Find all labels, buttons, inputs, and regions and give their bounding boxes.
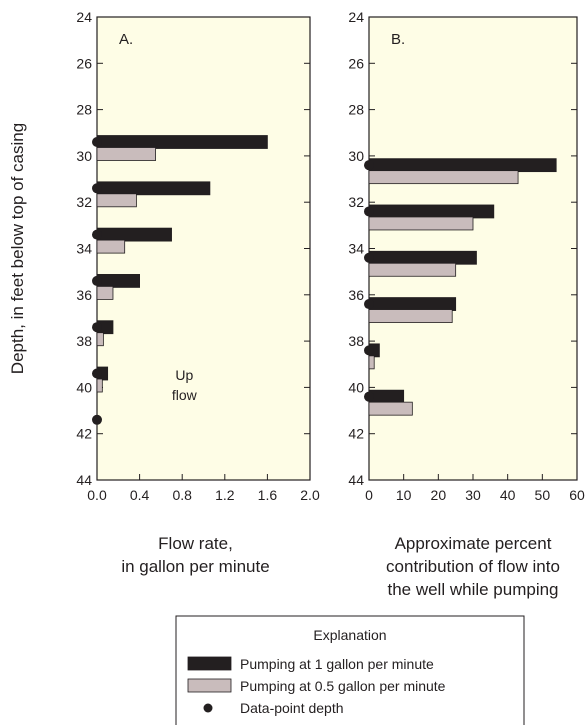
y-axis-label: Depth, in feet below top of casing (8, 123, 27, 374)
legend-title: Explanation (313, 627, 386, 643)
panel-a-y-tick-label: 30 (76, 148, 92, 164)
panel-b-label: B. (391, 31, 405, 48)
panel-b-y-tick-label: 36 (348, 287, 364, 303)
panel-a-data-point (92, 275, 102, 286)
panel-a-y-tick-label: 32 (76, 194, 92, 210)
panel-b-data-point (364, 345, 374, 356)
panel-a-x-tick-label: 1.6 (258, 487, 278, 503)
panel-a-y-tick-label: 40 (76, 379, 92, 395)
panel-b-bar-05gpm (368, 262, 457, 277)
panel-a-bar-05gpm (96, 286, 114, 300)
panel-a-annotation: Up (175, 367, 193, 383)
panel-b-bar-1gpm (368, 297, 457, 311)
panel-a-x-axis-label: Flow rate, (158, 534, 233, 553)
panel-b-data-point (364, 206, 374, 217)
panel-a-data-point (92, 137, 102, 148)
panel-a-y-tick-label: 24 (76, 9, 92, 25)
panel-b-y-tick-label: 44 (348, 472, 364, 488)
panel-b-x-tick-label: 60 (569, 487, 585, 503)
panel-b-y-tick-label: 42 (348, 426, 364, 442)
panel-a-bar-1gpm (96, 181, 211, 196)
panel-a-bar-05gpm (96, 332, 104, 347)
panel-b-y-tick-label: 28 (348, 102, 364, 118)
panel-b-bar-1gpm (368, 204, 495, 219)
panel-a-data-point (92, 322, 102, 333)
panel-b-bar-05gpm (368, 355, 375, 370)
panel-b-bar-1gpm (368, 158, 557, 173)
panel-a-x-tick-label: 1.2 (215, 487, 235, 503)
panel-b-y-tick-label: 24 (348, 9, 364, 25)
panel-a-bar-05gpm (96, 147, 156, 161)
panel-a-data-point (92, 414, 102, 425)
legend-item-label: Data-point depth (240, 700, 344, 716)
panel-b-x-axis-label: Approximate percent (395, 534, 552, 553)
panel-a-bar-05gpm (96, 239, 126, 254)
panel-b-bar-05gpm (368, 309, 453, 323)
panel-a-annotation: flow (172, 387, 198, 403)
panel-b-y-tick-label: 32 (348, 194, 364, 210)
panel-a-y-tick-label: 38 (76, 333, 92, 349)
panel-a-y-tick-label: 42 (76, 426, 92, 442)
panel-b-data-point (364, 252, 374, 263)
panel-a-label: A. (119, 31, 133, 48)
panel-a-plot-area (96, 16, 311, 481)
panel-a-bar-1gpm (96, 274, 140, 288)
panel-b-y-tick-label: 34 (348, 241, 364, 257)
panel-a-x-tick-label: 0.0 (87, 487, 107, 503)
legend-item-label: Pumping at 0.5 gallon per minute (240, 678, 446, 694)
panel-a-bar-05gpm (96, 193, 137, 208)
panel-b-bar-05gpm (368, 170, 519, 185)
panel-b-bar-05gpm (368, 216, 474, 231)
panel-b-bar-1gpm (368, 389, 405, 404)
legend-item-label: Pumping at 1 gallon per minute (240, 656, 434, 672)
legend-bar-symbol (187, 678, 232, 693)
panel-a-x-tick-label: 0.8 (172, 487, 192, 503)
panel-a-data-point (92, 368, 102, 379)
panel-b-bar-05gpm (368, 401, 413, 416)
panel-b-y-tick-label: 26 (348, 55, 364, 71)
panel-a-bar-1gpm (96, 135, 268, 149)
panel-a-data-point (92, 183, 102, 194)
panel-a-y-tick-label: 34 (76, 241, 92, 257)
legend-dot-symbol (203, 703, 213, 713)
panel-a-data-point (92, 229, 102, 240)
legend-bar-symbol (187, 656, 232, 671)
panel-a-y-tick-label: 36 (76, 287, 92, 303)
panel-b-x-tick-label: 10 (396, 487, 412, 503)
panel-b-x-tick-label: 0 (365, 487, 373, 503)
panel-a-bar-1gpm (96, 227, 172, 242)
panel-b-data-point (364, 299, 374, 310)
panel-b-x-tick-label: 40 (500, 487, 516, 503)
legend-box (175, 615, 525, 725)
panel-a-x-tick-label: 2.0 (300, 487, 320, 503)
panel-b-bar-1gpm (368, 250, 477, 265)
panel-b-x-tick-label: 20 (431, 487, 447, 503)
panel-b-y-tick-label: 38 (348, 333, 364, 349)
panel-a-x-tick-label: 0.4 (130, 487, 150, 503)
panel-b-data-point (364, 391, 374, 402)
panel-b-x-tick-label: 50 (535, 487, 551, 503)
panel-a-y-tick-label: 28 (76, 102, 92, 118)
panel-a-bar-05gpm (96, 378, 103, 393)
panel-a-y-tick-label: 26 (76, 55, 92, 71)
panel-a-x-axis-label: in gallon per minute (121, 557, 269, 576)
panel-b-y-tick-label: 40 (348, 379, 364, 395)
panel-b-y-tick-label: 30 (348, 148, 364, 164)
panel-a-y-tick-label: 44 (76, 472, 92, 488)
panel-b-data-point (364, 160, 374, 171)
panel-b-x-axis-label: contribution of flow into (386, 557, 560, 576)
panel-b-x-tick-label: 30 (465, 487, 481, 503)
panel-b-x-axis-label: the well while pumping (387, 580, 558, 599)
